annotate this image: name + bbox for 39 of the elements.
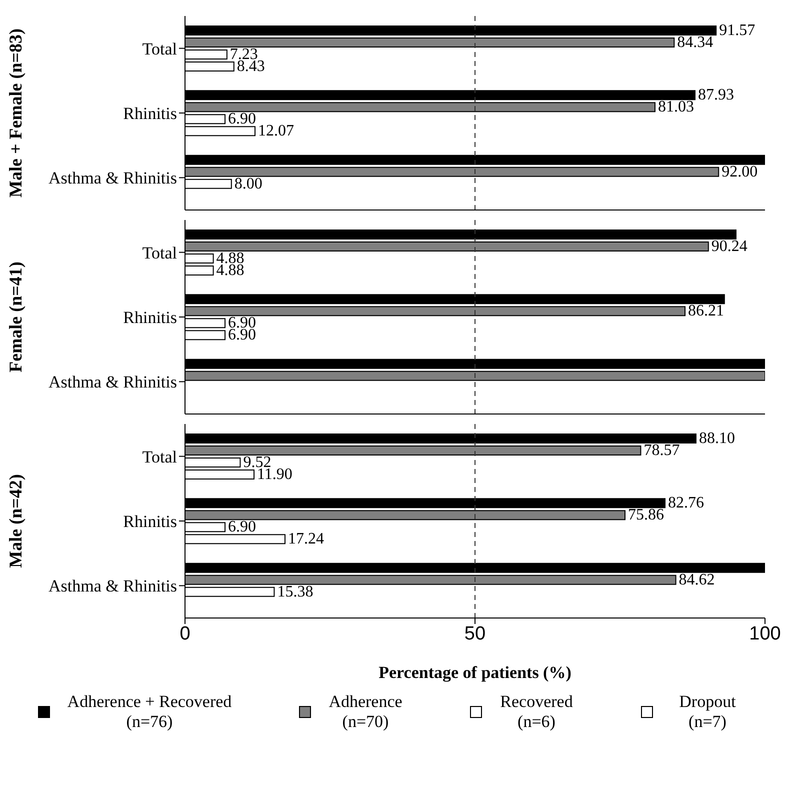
data-label: 88.10 <box>698 430 735 447</box>
y-tick-label: Asthma & Rhinitis <box>48 168 177 188</box>
y-tick-label: Rhinitis <box>123 512 177 532</box>
data-label: 84.62 <box>678 571 715 588</box>
data-label: 15.38 <box>277 583 314 600</box>
y-tick-label: Total <box>142 39 178 58</box>
legend-label: Adherence (n=70) <box>328 692 404 732</box>
y-tick-label: Rhinitis <box>123 308 177 328</box>
data-label: 82.76 <box>668 494 704 512</box>
legend-label: Dropout (n=7) <box>678 692 737 732</box>
x-tick-label: 50 <box>464 623 486 644</box>
data-label: 6.90 <box>228 518 256 536</box>
x-tick-label: 100 <box>749 623 781 644</box>
data-label: 84.34 <box>677 34 714 51</box>
y-axis-title: Female (n=41) <box>5 262 26 372</box>
y-tick-label: Total <box>142 447 178 466</box>
y-tick-label: Asthma & Rhinitis <box>48 372 177 392</box>
data-label: 11.90 <box>257 466 292 483</box>
x-tick-label: 0 <box>180 623 190 644</box>
data-label: 87.93 <box>698 86 734 104</box>
data-label: 90.24 <box>711 238 748 255</box>
data-label: 8.00 <box>234 175 262 192</box>
data-label: 75.86 <box>628 506 664 524</box>
data-label: 6.90 <box>228 110 256 128</box>
y-axis-title: Male + Female (n=83) <box>5 28 26 198</box>
data-label: 86.21 <box>688 302 724 320</box>
y-tick-label: Total <box>142 243 178 262</box>
data-label: 92.00 <box>722 163 758 180</box>
legend-label: Recovered (n=6) <box>499 692 574 732</box>
data-label: 12.07 <box>258 122 294 140</box>
y-tick-label: Asthma & Rhinitis <box>48 576 177 596</box>
y-axis-title: Male (n=42) <box>5 474 26 568</box>
x-axis-title: Percentage of patients (%) <box>378 663 572 682</box>
data-label: 81.03 <box>658 98 694 116</box>
legend-label: Adherence + Recovered (n=76) <box>66 692 233 732</box>
data-label: 78.57 <box>644 442 680 459</box>
y-tick-label: Rhinitis <box>123 104 177 124</box>
data-label: 17.24 <box>288 530 324 548</box>
data-label: 91.57 <box>719 22 756 39</box>
